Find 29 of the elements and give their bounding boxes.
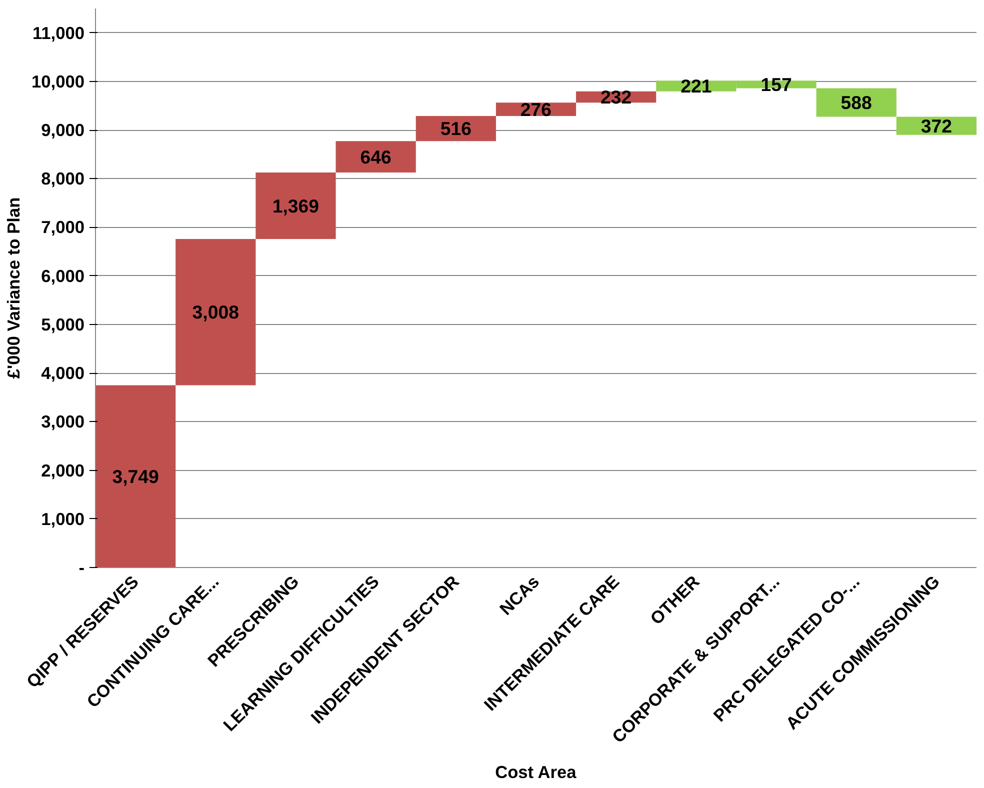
y-tick-label: 4,000 <box>41 363 85 384</box>
y-tick-label: 2,000 <box>41 460 85 480</box>
data-label: 232 <box>600 86 632 108</box>
y-tick-label: 10,000 <box>32 71 84 92</box>
bar <box>176 239 256 386</box>
bar <box>256 172 336 240</box>
y-tick-label: 8,000 <box>41 168 85 189</box>
y-tick-label: 9,000 <box>41 120 85 140</box>
data-label: 3,749 <box>112 466 159 487</box>
y-axis-title: £'000 Variance to Plan <box>4 197 24 379</box>
x-axis-title: Cost Area <box>495 762 577 782</box>
y-tick-label: - <box>78 558 85 578</box>
bar <box>336 141 416 173</box>
data-label: 3,008 <box>192 302 239 323</box>
data-label: 1,369 <box>272 195 320 216</box>
y-tick-label: 1,000 <box>41 508 85 529</box>
y-tick-label: 7,000 <box>41 217 85 238</box>
data-label: 516 <box>440 118 472 140</box>
y-tick-label: 3,000 <box>41 412 85 432</box>
data-label: 276 <box>520 98 552 120</box>
y-tick-label: 6,000 <box>41 266 85 286</box>
data-label: 372 <box>920 115 952 136</box>
data-label: 646 <box>360 146 392 168</box>
data-label: 221 <box>680 75 712 96</box>
y-tick-label: 5,000 <box>41 314 85 334</box>
y-tick-label: 11,000 <box>32 22 85 43</box>
data-label: 588 <box>840 92 872 114</box>
bar <box>96 385 176 568</box>
bar <box>816 88 896 117</box>
